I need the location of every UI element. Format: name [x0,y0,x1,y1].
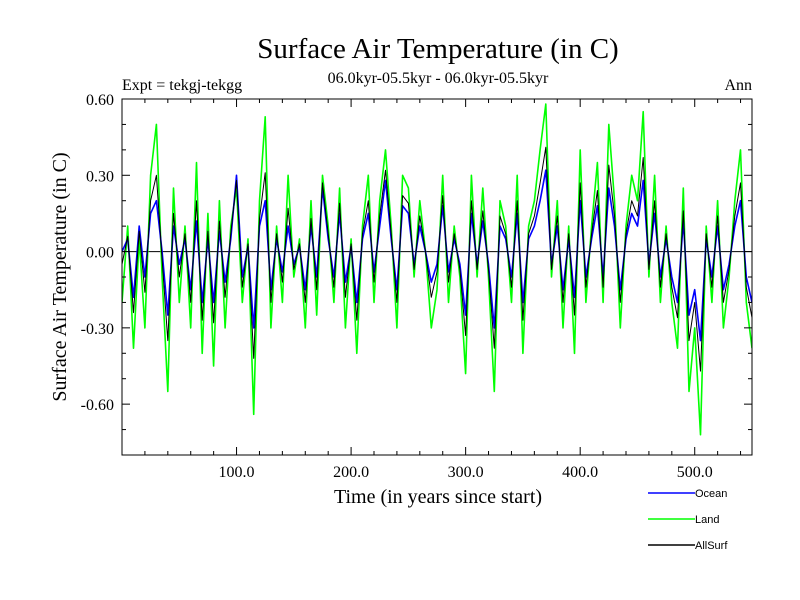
x-tick-label: 100.0 [219,464,255,481]
chart-title: Surface Air Temperature (in C) [257,33,618,65]
y-tick-label: -0.60 [81,397,114,414]
x-tick-label: 300.0 [448,464,484,481]
y-tick-label: 0.60 [86,92,114,109]
plot-frame [121,98,753,456]
y-tick-label: 0.00 [86,245,114,262]
legend-label-land: Land [695,514,719,526]
y-axis-title: Surface Air Temperature (in C) [49,152,71,401]
period-label: 06.0kyr-05.5kyr - 06.0kyr-05.5kyr [328,70,549,87]
season-label: Ann [724,77,752,94]
series-line-land [122,103,752,436]
legend-label-ocean: Ocean [695,488,727,500]
y-tick-label: 0.30 [86,168,114,185]
x-tick-label: 500.0 [677,464,713,481]
series-line-allsurf [122,146,752,372]
x-tick-label: 200.0 [333,464,369,481]
x-tick-label: 400.0 [562,464,598,481]
y-tick-label: -0.30 [81,321,114,338]
x-axis-title: Time (in years since start) [334,486,542,508]
experiment-label: Expt = tekgj-tekgg [122,77,242,94]
legend-label-allsurf: AllSurf [695,540,728,552]
legend: Ocean Land AllSurf [648,488,728,552]
